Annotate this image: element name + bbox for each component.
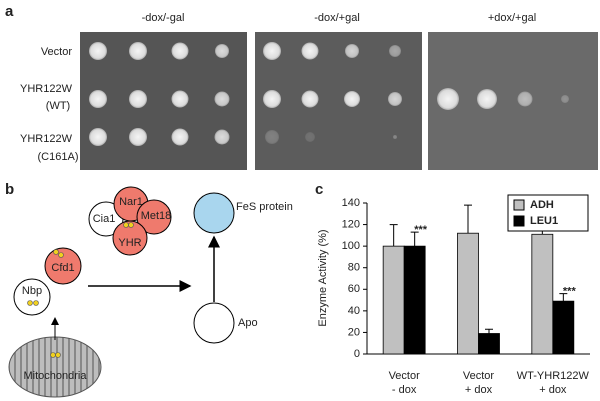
y-tick-label: 120: [342, 218, 360, 230]
y-tick-label: 60: [348, 283, 360, 295]
node-label: YHR: [118, 237, 141, 249]
y-tick-label: 0: [354, 348, 360, 360]
colonies: [89, 42, 569, 146]
node: [44, 247, 82, 285]
node-label: Cia1: [93, 213, 116, 225]
bar-chart: 0 20 40 60 80 100 120 140 Vector - dox *** Vector + …: [342, 194, 590, 396]
node-label: FeS protein: [236, 201, 293, 213]
panel-label: b: [5, 181, 14, 198]
annotation: ***: [414, 224, 428, 236]
legend-swatch: [513, 199, 525, 211]
node-label: Met18: [141, 210, 172, 222]
x-tick-label: WT-YHR122W: [517, 370, 590, 382]
error-bar: [485, 328, 493, 334]
row-label: YHR122W: [20, 133, 73, 145]
x-tick-label: Vector: [463, 370, 495, 382]
mitochondria: [8, 336, 102, 398]
y-tick-label: 140: [342, 197, 360, 209]
node-label: Nbp: [22, 285, 42, 297]
column-header: +dox/+gal: [488, 12, 536, 24]
error-bar: [559, 293, 568, 302]
bar: [382, 245, 405, 355]
row-label: YHR122W: [20, 83, 73, 95]
error-bar: [389, 224, 398, 247]
bar: [457, 232, 479, 355]
bar: [552, 300, 575, 355]
bar: [531, 233, 554, 355]
row-label: (WT): [46, 100, 70, 112]
y-axis-title: Enzyme Activity (%): [317, 229, 329, 326]
legend-label: LEU1: [530, 215, 558, 227]
y-tick-label: 100: [342, 240, 360, 252]
node: [193, 192, 235, 234]
node: [136, 199, 172, 235]
row-label: (C161A): [38, 151, 79, 163]
node: [13, 278, 51, 316]
node-label: Nar1: [119, 196, 143, 208]
error-bar: [410, 231, 419, 247]
y-tick-label: 40: [348, 305, 360, 317]
y-tick-label: 20: [348, 326, 360, 338]
annotation: ***: [563, 286, 577, 298]
legend-label: ADH: [530, 199, 554, 211]
node-label: Apo: [238, 317, 258, 329]
panel-label: a: [5, 3, 14, 20]
legend-swatch: [513, 215, 525, 227]
bar: [403, 245, 426, 355]
column-header: -dox/+gal: [314, 12, 360, 24]
x-tick-label: - dox: [392, 384, 417, 396]
x-tick-label: + dox: [539, 384, 567, 396]
x-tick-label: + dox: [465, 384, 493, 396]
row-label: Vector: [41, 46, 73, 58]
column-header: -dox/-gal: [142, 12, 185, 24]
node: [112, 220, 148, 256]
bar: [478, 333, 500, 355]
y-tick-label: 80: [348, 262, 360, 274]
node: [193, 302, 235, 344]
node-label: Cfd1: [51, 262, 74, 274]
node-label: Mitochondria: [24, 370, 88, 382]
x-tick-label: Vector: [389, 370, 421, 382]
error-bar: [464, 204, 472, 234]
panel-label: c: [315, 181, 323, 198]
